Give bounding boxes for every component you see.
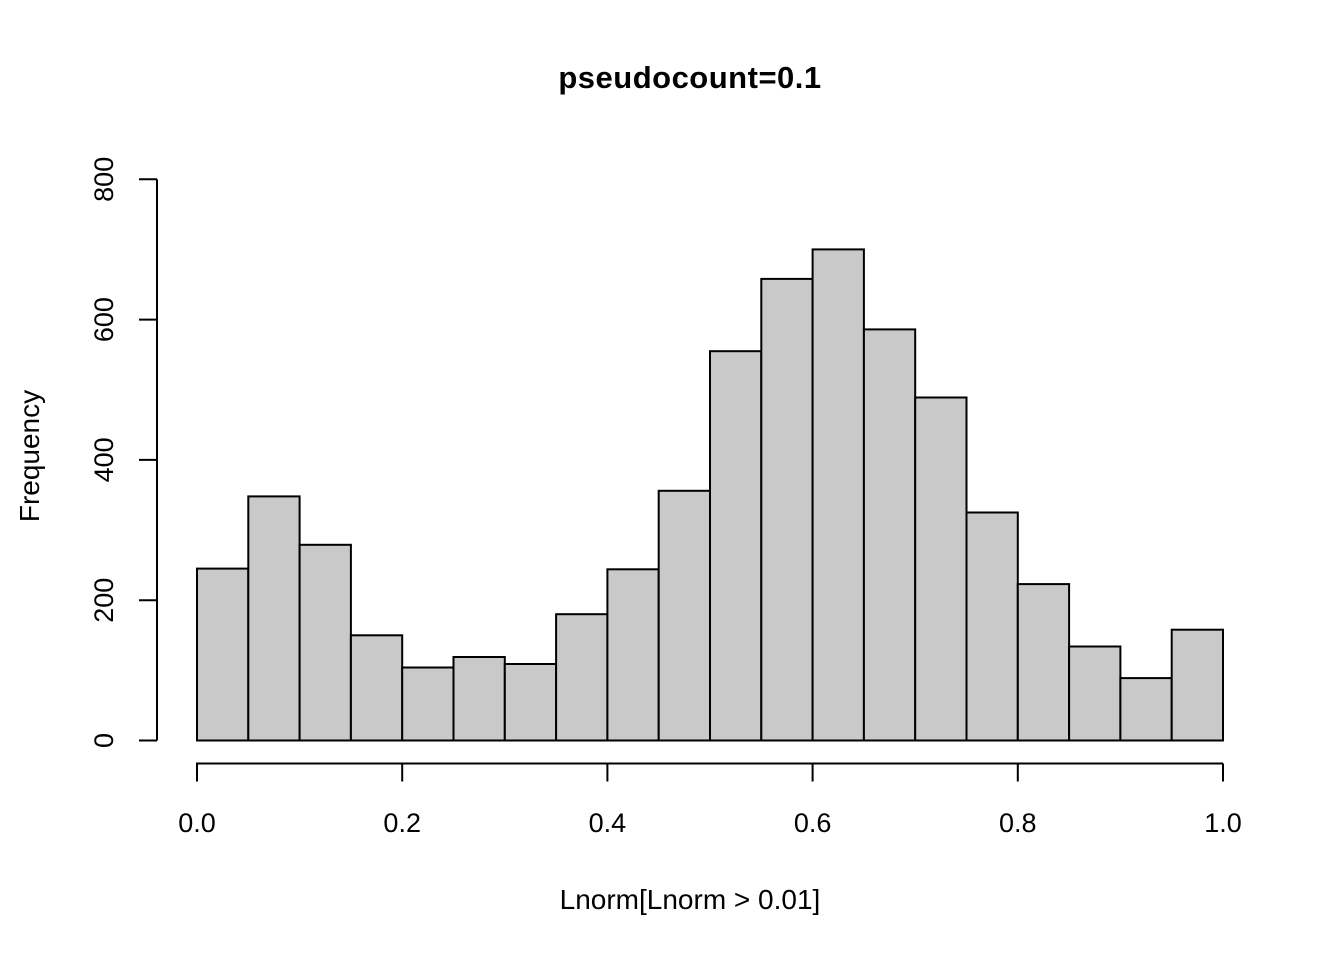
- y-axis-title: Frequency: [14, 389, 45, 523]
- histogram-bar: [606, 568, 660, 742]
- histogram-bar: [555, 613, 609, 742]
- x-tick-label: 0.4: [589, 808, 627, 838]
- x-tick-label: 1.0: [1204, 808, 1242, 838]
- bars-group: [196, 248, 1224, 742]
- histogram-bar: [503, 663, 558, 742]
- histogram-bar: [1170, 628, 1224, 742]
- histogram-bar: [862, 328, 917, 742]
- y-tick-label: 800: [89, 157, 119, 202]
- histogram-bar: [401, 666, 455, 742]
- x-tick-label: 0.0: [178, 808, 216, 838]
- histogram-bar: [349, 634, 404, 742]
- histogram-bar: [247, 495, 301, 742]
- y-tick-label: 0: [89, 733, 119, 748]
- histogram-bar: [709, 350, 763, 742]
- x-axis-title: Lnorm[Lnorm > 0.01]: [559, 884, 821, 915]
- x-tick-label: 0.6: [794, 808, 832, 838]
- histogram-bar: [196, 567, 250, 742]
- x-tick-label: 0.2: [383, 808, 421, 838]
- y-tick-label: 400: [89, 437, 119, 482]
- x-axis: 0.0 0.2 0.4 0.6 0.8 1.0: [178, 762, 1242, 838]
- histogram-bar: [452, 656, 506, 742]
- histogram-bar: [965, 511, 1019, 742]
- histogram-bar: [1119, 677, 1173, 742]
- histogram-bar: [1016, 583, 1071, 742]
- chart-title: pseudocount=0.1: [558, 60, 822, 95]
- y-axis: 0 200 400 600 800: [89, 157, 158, 748]
- histogram-bar: [811, 248, 865, 742]
- histogram-bar: [657, 489, 712, 742]
- histogram-bar: [760, 277, 814, 742]
- histogram-bar: [1068, 645, 1122, 742]
- histogram-bar: [298, 543, 352, 742]
- y-tick-label: 600: [89, 297, 119, 342]
- x-tick-label: 0.8: [999, 808, 1037, 838]
- histogram-bar: [914, 396, 968, 742]
- y-tick-label: 200: [89, 578, 119, 623]
